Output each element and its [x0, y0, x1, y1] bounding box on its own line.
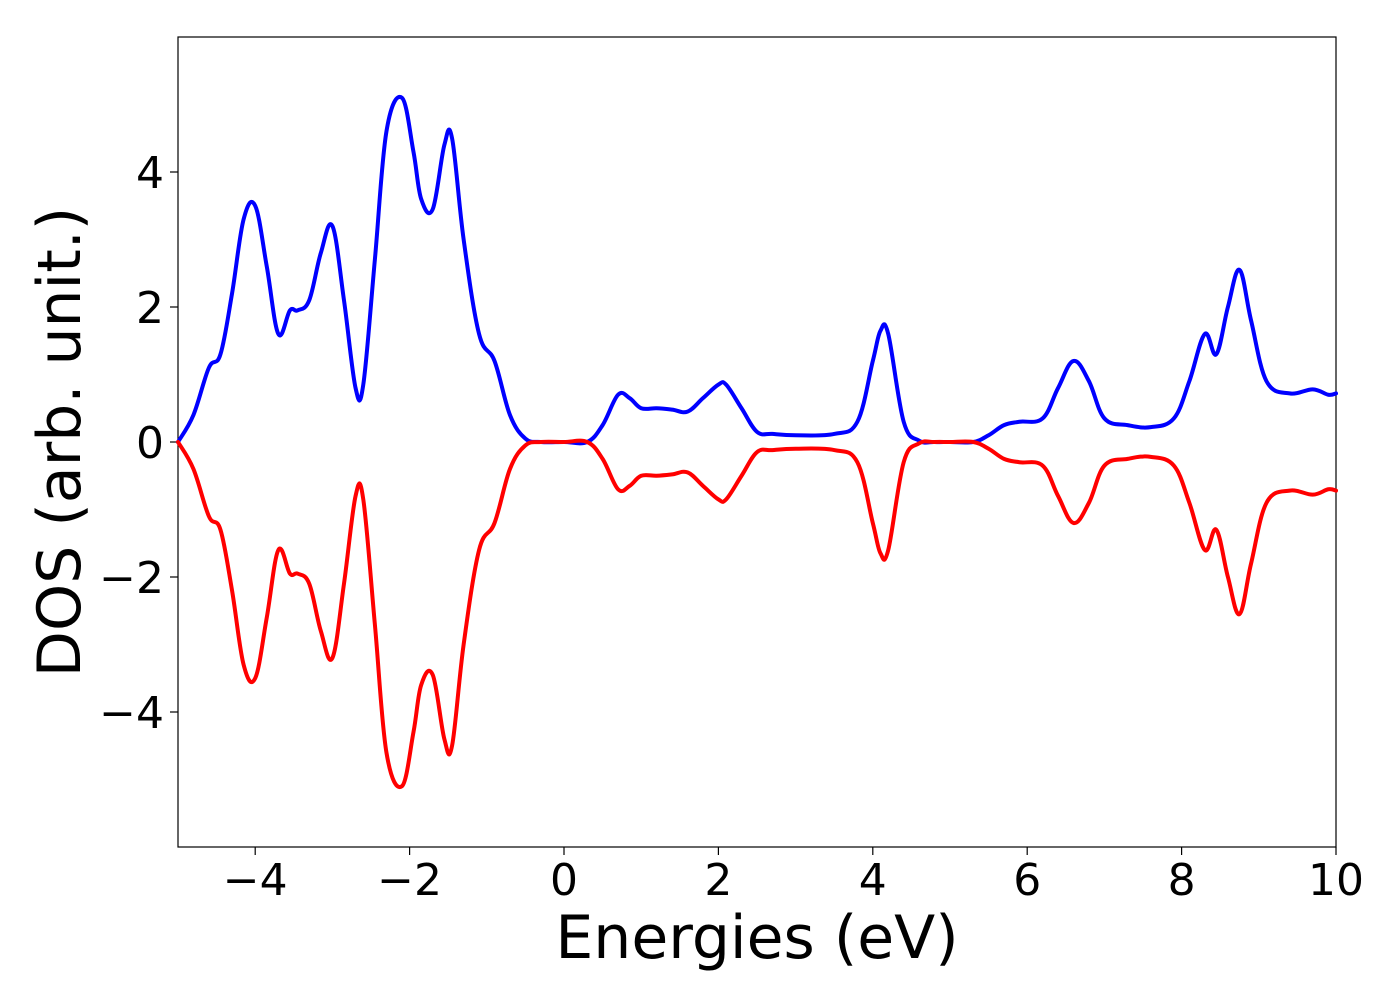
y-tick-label: 0	[136, 418, 164, 469]
y-tick-label: −4	[99, 688, 164, 739]
axes-frame	[177, 36, 1337, 848]
x-tick-label: 4	[859, 855, 887, 906]
x-tick-label: 6	[1013, 855, 1041, 906]
y-axis-label: DOS (arb. unit.)	[25, 207, 95, 677]
y-tick-label: 2	[136, 283, 164, 334]
x-tick-label: 8	[1168, 855, 1196, 906]
x-axis-ticks: −4 −2 0 2 4 6 8 10	[223, 847, 1364, 906]
x-tick-label: 10	[1308, 855, 1364, 906]
series-line-1	[176, 438, 1338, 789]
series-group	[176, 95, 1338, 789]
plot-area	[177, 36, 1337, 848]
x-tick-label: −2	[377, 855, 442, 906]
y-tick-label: 4	[136, 148, 164, 199]
y-axis-ticks: −4 −2 0 2 4	[99, 148, 178, 739]
x-axis-label: Energies (eV)	[555, 903, 958, 973]
series-line-0	[176, 95, 1338, 446]
x-tick-label: 2	[704, 855, 732, 906]
x-tick-label: 0	[550, 855, 578, 906]
y-tick-label: −2	[99, 553, 164, 604]
x-tick-label: −4	[223, 855, 288, 906]
